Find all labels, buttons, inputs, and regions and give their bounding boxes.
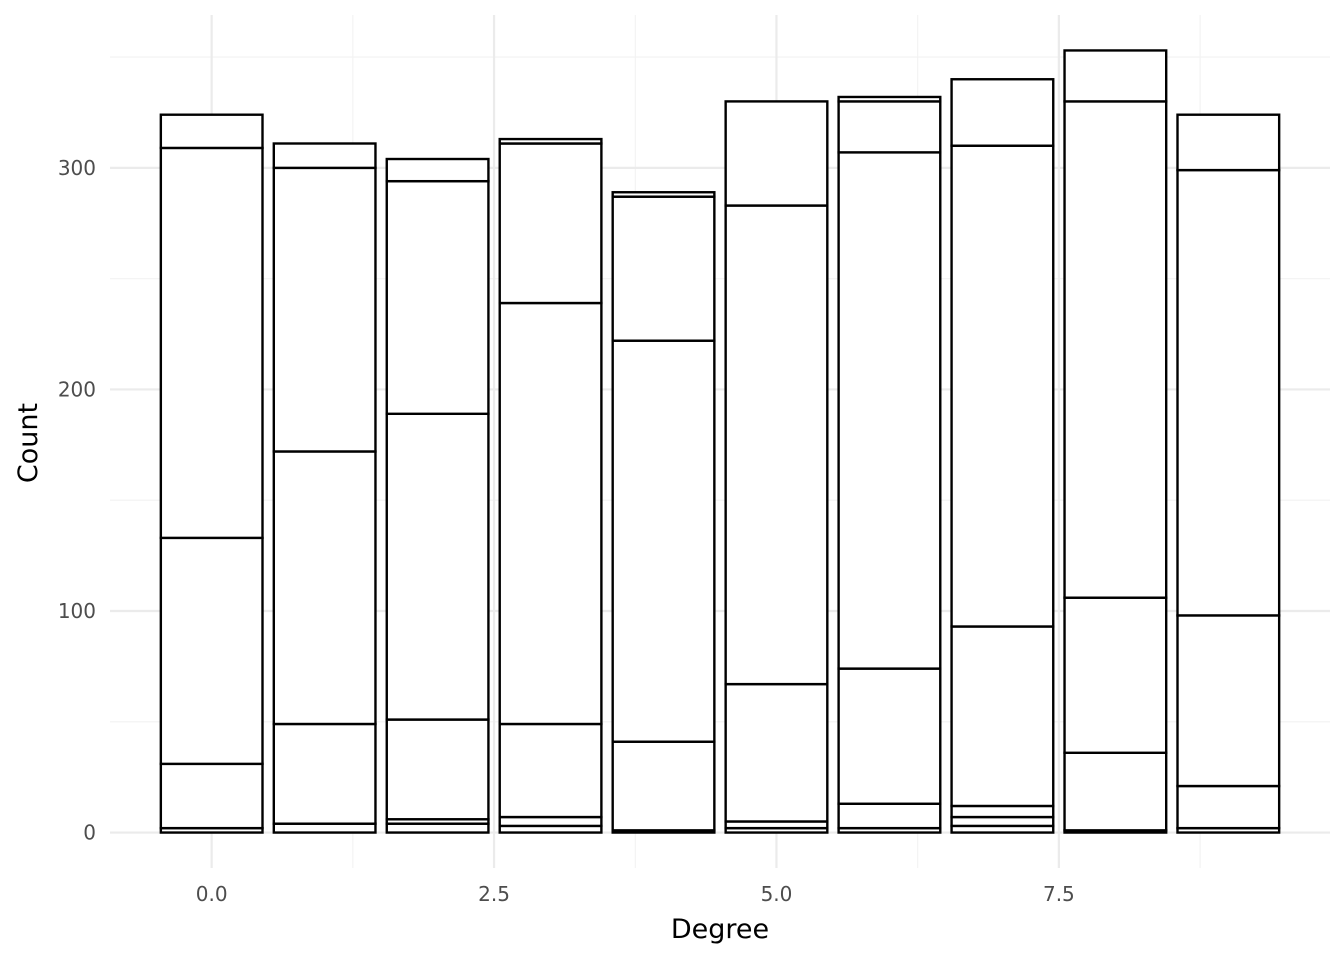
bar-segment [159, 146, 264, 540]
bar-segment [611, 195, 716, 342]
bar-segment [498, 722, 603, 819]
bar-segment [950, 144, 1055, 628]
bars-layer [159, 49, 1281, 834]
bar-segment [385, 179, 490, 416]
x-axis-title: Degree [671, 914, 769, 945]
bar-segment [385, 412, 490, 721]
y-tick-labels: 0 100 200 300 [58, 156, 96, 845]
bar-segment [611, 740, 716, 832]
bar-segment [385, 822, 490, 834]
bar-segment [1063, 751, 1168, 832]
y-tick-label: 200 [58, 377, 96, 401]
bar-segment [498, 137, 603, 145]
bar-segment [1176, 113, 1281, 172]
bar-segment [611, 191, 716, 198]
bar-segment [837, 802, 942, 830]
bar-segment [498, 815, 603, 828]
bar-segment [1063, 100, 1168, 599]
bar-segment [950, 804, 1055, 819]
bar-segment [724, 682, 829, 823]
bar-degree-6 [837, 95, 942, 834]
x-tick-label: 0.0 [196, 882, 228, 906]
bar-segment [837, 667, 942, 805]
y-tick-label: 100 [58, 599, 96, 623]
bar-segment [950, 815, 1055, 828]
x-tick-label: 5.0 [761, 882, 793, 906]
y-axis-title: Count [13, 403, 44, 483]
bar-segment [1176, 168, 1281, 617]
bar-degree-0 [159, 113, 264, 834]
bar-segment [385, 157, 490, 183]
bar-segment [837, 95, 942, 103]
bar-degree-3 [498, 137, 603, 834]
bar-degree-1 [272, 142, 377, 834]
bar-segment [1176, 614, 1281, 788]
bar-segment [272, 722, 377, 825]
bar-segment [159, 536, 264, 766]
bar-segment [498, 142, 603, 305]
bar-segment [272, 450, 377, 726]
bar-degree-9 [1176, 113, 1281, 834]
bar-degree-8 [1063, 49, 1168, 834]
bar-segment [724, 100, 829, 207]
bar-degree-2 [385, 157, 490, 834]
x-tick-label: 2.5 [478, 882, 510, 906]
y-tick-label: 300 [58, 156, 96, 180]
bar-segment [272, 142, 377, 170]
bar-degree-7 [950, 78, 1055, 834]
bar-segment [950, 625, 1055, 808]
bar-segment [837, 151, 942, 670]
bar-segment [159, 113, 264, 150]
x-tick-label: 7.5 [1043, 882, 1075, 906]
x-tick-labels: 0.0 2.5 5.0 7.5 [196, 882, 1075, 906]
bar-segment [1063, 49, 1168, 103]
bar-degree-5 [724, 100, 829, 834]
bar-segment [498, 301, 603, 726]
bar-segment [724, 204, 829, 686]
bar-segment [1176, 784, 1281, 830]
bar-segment [159, 762, 264, 830]
bar-segment [837, 100, 942, 154]
y-tick-label: 0 [83, 821, 96, 845]
bar-segment [950, 78, 1055, 147]
bar-segment [1063, 596, 1168, 754]
bar-segment [272, 822, 377, 834]
bar-segment [611, 339, 716, 743]
bar-segment [272, 166, 377, 453]
bar-degree-4 [611, 191, 716, 834]
bar-segment [385, 718, 490, 821]
